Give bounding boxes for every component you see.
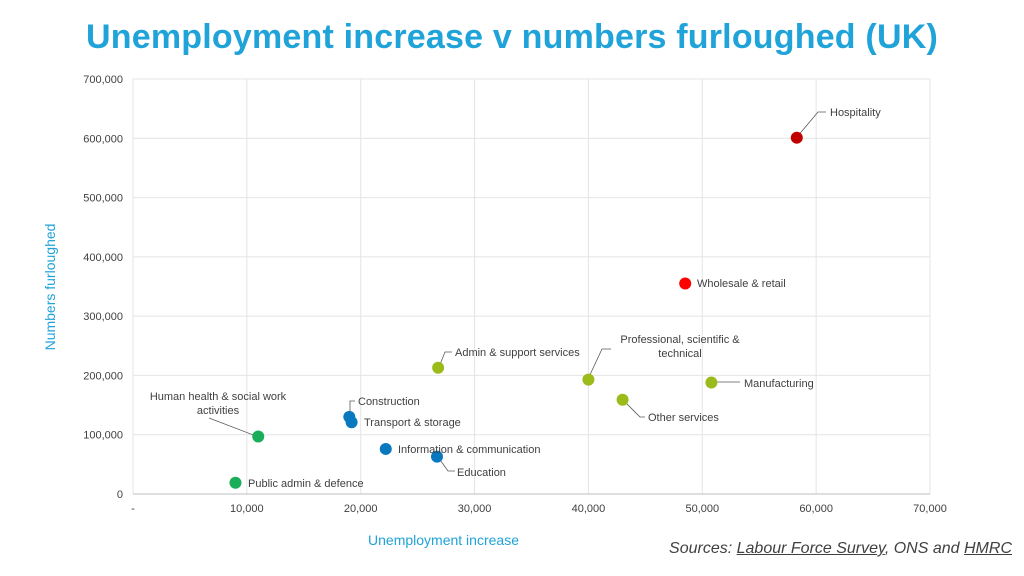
data-point: [582, 373, 595, 386]
sources-mid: , ONS and: [884, 540, 964, 557]
x-tick-label: 70,000: [913, 503, 947, 515]
point-label: Transport & storage: [364, 417, 461, 429]
data-point: [432, 361, 445, 374]
y-tick-label: 400,000: [83, 252, 123, 264]
y-axis-title: Numbers furloughed: [42, 224, 58, 351]
data-point: [705, 376, 718, 389]
y-tick-label: 300,000: [83, 311, 123, 323]
leader-line: [622, 399, 645, 418]
chart-title: Unemployment increase v numbers furlough…: [86, 18, 938, 56]
y-tick-label: 100,000: [83, 430, 123, 442]
leader-line: [437, 456, 455, 472]
hmrc-link[interactable]: HMRC: [964, 540, 1012, 557]
x-tick-label: 30,000: [458, 503, 492, 515]
data-point: [790, 131, 803, 144]
x-tick-label: 40,000: [572, 503, 606, 515]
sources-note: Sources: Labour Force Survey, ONS and HM…: [669, 540, 1012, 558]
point-label: Public admin & defence: [248, 478, 364, 490]
y-tick-label: 500,000: [83, 193, 123, 205]
point-label: Other services: [648, 412, 719, 424]
point-label: Education: [457, 467, 506, 479]
y-tick-label: 600,000: [83, 133, 123, 145]
sources-prefix: Sources:: [669, 540, 737, 557]
x-tick-label: 10,000: [230, 503, 264, 515]
labour-force-survey-link[interactable]: Labour Force Survey: [736, 540, 885, 557]
x-tick-label: -: [131, 503, 135, 515]
data-point: [616, 393, 629, 406]
point-label: Manufacturing: [744, 378, 814, 390]
data-point: [345, 416, 358, 429]
point-label: Construction: [358, 396, 420, 408]
leader-line: [438, 351, 452, 368]
x-tick-label: 50,000: [685, 503, 719, 515]
point-label: Admin & support services: [455, 347, 580, 359]
x-tick-label: 20,000: [344, 503, 378, 515]
data-point: [430, 450, 443, 463]
leader-line: [796, 111, 826, 138]
x-axis-title: Unemployment increase: [368, 532, 519, 548]
point-label: Human health & social work activities: [150, 391, 287, 417]
y-tick-label: 0: [117, 489, 123, 501]
leader-line: [208, 417, 257, 437]
y-tick-label: 200,000: [83, 370, 123, 382]
data-point: [229, 476, 242, 489]
leader-line: [587, 348, 611, 380]
data-point: [679, 277, 692, 290]
y-tick-label: 700,000: [83, 74, 123, 86]
data-point: [252, 430, 265, 443]
data-point: [379, 442, 392, 455]
point-label: Information & communication: [398, 444, 540, 456]
point-label: Wholesale & retail: [697, 278, 786, 290]
x-tick-label: 60,000: [799, 503, 833, 515]
point-label: Hospitality: [830, 107, 881, 119]
point-label: Professional, scientific & technical: [620, 334, 740, 360]
